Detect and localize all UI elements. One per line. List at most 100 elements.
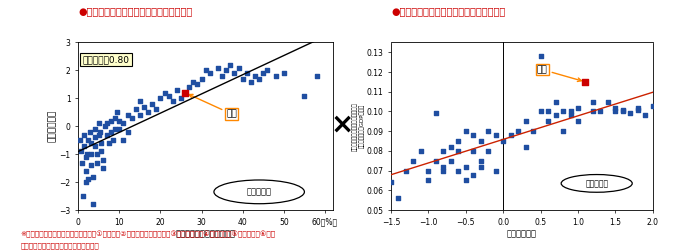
- Point: [430, 159, 441, 163]
- Point: [543, 119, 554, 123]
- Point: [97, 158, 108, 162]
- Point: [205, 71, 216, 75]
- Point: [550, 114, 561, 117]
- Point: [580, 80, 591, 84]
- Point: [87, 202, 98, 206]
- Point: [159, 91, 170, 95]
- Point: [107, 138, 118, 142]
- Point: [122, 113, 133, 117]
- Point: [163, 94, 174, 98]
- Point: [155, 96, 166, 100]
- Point: [83, 138, 94, 142]
- Point: [528, 129, 539, 133]
- X-axis label: ガバナンス度: ガバナンス度: [507, 230, 537, 238]
- Point: [188, 80, 199, 84]
- Point: [299, 94, 310, 98]
- Point: [76, 149, 87, 153]
- Point: [535, 110, 546, 114]
- Point: [89, 136, 100, 140]
- Point: [430, 112, 441, 116]
- Text: ※「ガバナンス度」は、世界銀行が、①民主化、②政治的安定・非暴力、③政府の効率、④規制の質、⑤法令遵守、⑥汚職: ※「ガバナンス度」は、世界銀行が、①民主化、②政治的安定・非暴力、③政府の効率、…: [20, 231, 275, 238]
- Point: [610, 106, 621, 110]
- Text: 国際データ: 国際データ: [247, 187, 272, 196]
- Point: [118, 122, 129, 126]
- Text: ×: ×: [330, 111, 354, 139]
- Point: [513, 129, 524, 133]
- Text: ●ネット普及が情報公開や法令遵守を促す: ●ネット普及が情報公開や法令遵守を促す: [78, 6, 192, 16]
- Point: [460, 165, 471, 169]
- Point: [438, 149, 449, 153]
- Text: 日本: 日本: [189, 94, 237, 118]
- Point: [386, 180, 396, 184]
- Text: 相関係数＝0.80: 相関係数＝0.80: [82, 55, 129, 64]
- Point: [97, 166, 108, 170]
- Point: [245, 80, 256, 84]
- Point: [401, 168, 411, 172]
- Point: [79, 132, 90, 136]
- Point: [196, 77, 207, 81]
- Point: [192, 82, 203, 86]
- Point: [438, 165, 449, 169]
- Point: [94, 130, 105, 134]
- Point: [625, 112, 636, 116]
- Point: [505, 133, 516, 137]
- Point: [151, 108, 162, 112]
- Point: [200, 68, 211, 72]
- Point: [86, 163, 97, 167]
- Point: [250, 74, 260, 78]
- Point: [632, 106, 643, 110]
- Point: [122, 130, 133, 134]
- Point: [84, 130, 95, 134]
- Point: [475, 165, 486, 169]
- Point: [78, 194, 88, 198]
- Point: [498, 139, 509, 143]
- Point: [82, 152, 92, 156]
- Point: [237, 77, 248, 81]
- Point: [221, 68, 232, 72]
- Point: [550, 100, 561, 103]
- Point: [640, 114, 651, 117]
- Point: [93, 132, 104, 136]
- Point: [90, 144, 101, 148]
- Point: [80, 155, 91, 159]
- Point: [184, 85, 194, 89]
- Point: [565, 114, 576, 117]
- Point: [180, 91, 190, 95]
- Point: [468, 172, 479, 176]
- Point: [135, 99, 146, 103]
- Point: [445, 145, 456, 149]
- Point: [438, 168, 449, 172]
- Point: [460, 129, 471, 133]
- Point: [89, 127, 100, 131]
- Point: [103, 141, 114, 145]
- Point: [225, 63, 236, 67]
- Point: [254, 77, 265, 81]
- Point: [475, 139, 486, 143]
- Point: [278, 71, 289, 75]
- Point: [565, 110, 576, 114]
- Point: [85, 152, 96, 156]
- Point: [79, 144, 90, 148]
- Point: [468, 133, 479, 137]
- Point: [475, 159, 486, 163]
- Text: 日本: 日本: [537, 65, 581, 82]
- Point: [114, 127, 124, 131]
- Point: [180, 91, 190, 95]
- Point: [75, 138, 86, 142]
- Point: [217, 74, 228, 78]
- Point: [101, 132, 112, 136]
- Point: [595, 110, 606, 114]
- Point: [91, 160, 102, 164]
- Point: [131, 108, 141, 112]
- Point: [171, 88, 182, 92]
- Point: [468, 149, 479, 153]
- Point: [602, 100, 613, 103]
- Text: ●ガバナンスの向上が経済成長率を高める: ●ガバナンスの向上が経済成長率を高める: [391, 6, 505, 16]
- Point: [573, 119, 583, 123]
- Point: [632, 108, 643, 112]
- Point: [617, 110, 628, 114]
- Point: [105, 130, 116, 134]
- Point: [558, 110, 568, 114]
- Point: [311, 74, 322, 78]
- Point: [258, 71, 269, 75]
